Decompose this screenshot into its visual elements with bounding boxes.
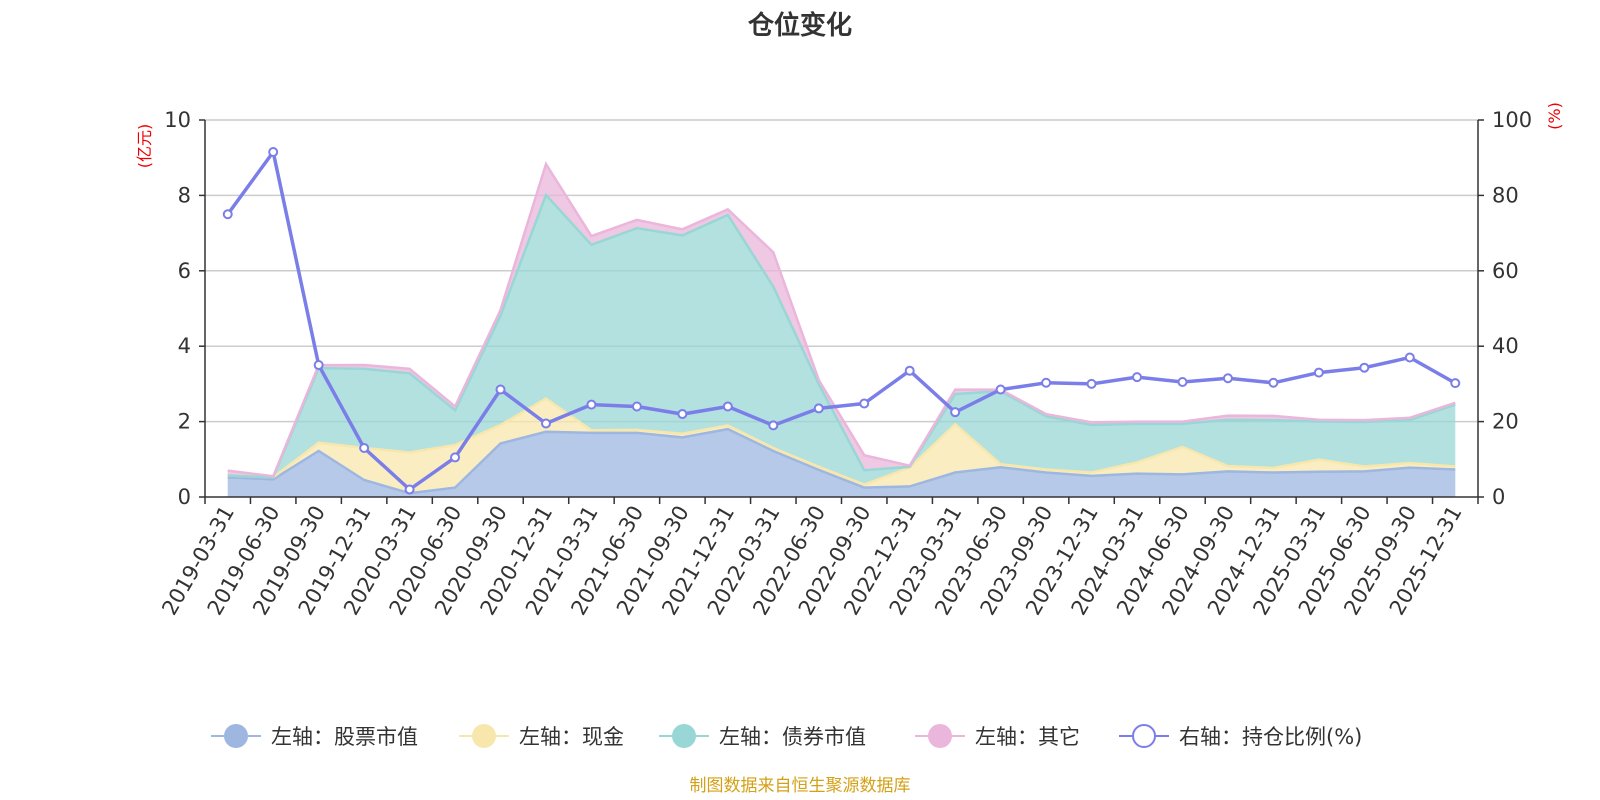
right-axis-tick-label: 100 bbox=[1492, 108, 1532, 132]
ratio-point[interactable] bbox=[813, 403, 824, 414]
ratio-point[interactable] bbox=[631, 401, 642, 412]
right-axis-tick-label: 60 bbox=[1492, 259, 1519, 283]
ratio-point[interactable] bbox=[677, 409, 688, 420]
area-edge-1 bbox=[227, 427, 1456, 495]
area-edge-2 bbox=[227, 397, 1456, 486]
left-axis-tick-label: 2 bbox=[178, 410, 191, 434]
ratio-point[interactable] bbox=[1086, 378, 1097, 389]
legend-marker bbox=[224, 724, 248, 748]
ratio-point[interactable] bbox=[904, 365, 915, 376]
ratio-line bbox=[226, 150, 1457, 492]
legend-item-2[interactable]: 左轴：现金 bbox=[459, 724, 624, 749]
right-axis-tick-label: 80 bbox=[1492, 183, 1519, 207]
ratio-point[interactable] bbox=[222, 209, 233, 220]
stacked-areas bbox=[227, 161, 1456, 497]
legend-item-4[interactable]: 左轴：其它 bbox=[915, 724, 1080, 749]
legend-marker bbox=[672, 724, 696, 748]
legend-item-5[interactable]: 右轴：持仓比例(%) bbox=[1119, 724, 1362, 749]
right-axis-tick-label: 0 bbox=[1492, 485, 1505, 509]
area-2 bbox=[227, 398, 1456, 494]
legend-item-1[interactable]: 左轴：股票市值 bbox=[211, 724, 418, 749]
left-axis-unit: (亿元) bbox=[135, 124, 154, 169]
ratio-point[interactable] bbox=[1177, 377, 1188, 388]
ratio-point[interactable] bbox=[950, 407, 961, 418]
legend[interactable]: 左轴：股票市值 左轴：现金 左轴：债券市值 左轴：其它 右轴：持仓比例(%) bbox=[211, 724, 1362, 749]
left-axis-tick-label: 0 bbox=[178, 485, 191, 509]
ratio-point[interactable] bbox=[359, 442, 370, 453]
legend-marker bbox=[472, 724, 496, 748]
right-axis-unit: (%) bbox=[1545, 102, 1564, 130]
legend-label: 右轴：持仓比例(%) bbox=[1179, 725, 1362, 749]
left-axis-tick-label: 4 bbox=[178, 334, 191, 358]
area-1 bbox=[227, 429, 1456, 497]
ratio-point[interactable] bbox=[1268, 377, 1279, 388]
ratio-point[interactable] bbox=[1450, 378, 1461, 389]
area-3 bbox=[227, 195, 1456, 485]
ratio-point[interactable] bbox=[404, 484, 415, 495]
legend-label: 左轴：股票市值 bbox=[271, 725, 418, 749]
legend-label: 左轴：债券市值 bbox=[719, 725, 866, 749]
ratio-point[interactable] bbox=[495, 384, 506, 395]
left-axis-tick-label: 6 bbox=[178, 259, 191, 283]
ratio-point[interactable] bbox=[1313, 367, 1324, 378]
area-edge-3 bbox=[227, 192, 1456, 479]
legend-marker bbox=[1132, 724, 1156, 748]
ratio-point[interactable] bbox=[313, 360, 324, 371]
ratio-point[interactable] bbox=[768, 420, 779, 431]
legend-label: 左轴：现金 bbox=[519, 725, 624, 749]
chart-title: 仓位变化 bbox=[747, 10, 852, 41]
ratio-point[interactable] bbox=[1359, 362, 1370, 373]
ratio-point[interactable] bbox=[1222, 373, 1233, 384]
left-axis-tick-label: 8 bbox=[178, 183, 191, 207]
ratio-point[interactable] bbox=[1404, 352, 1415, 363]
ratio-point[interactable] bbox=[1132, 372, 1143, 383]
right-axis-tick-label: 20 bbox=[1492, 410, 1519, 434]
legend-item-3[interactable]: 左轴：债券市值 bbox=[659, 724, 866, 749]
ratio-point[interactable] bbox=[450, 452, 461, 463]
ratio-point[interactable] bbox=[1041, 377, 1052, 388]
position-ratio-series bbox=[222, 147, 1461, 495]
right-axis-tick-label: 40 bbox=[1492, 334, 1519, 358]
ratio-point[interactable] bbox=[722, 401, 733, 412]
ratio-point[interactable] bbox=[268, 147, 279, 158]
ratio-point[interactable] bbox=[586, 399, 597, 410]
left-axis-tick-label: 10 bbox=[164, 108, 191, 132]
data-source-footer: 制图数据来自恒生聚源数据库 bbox=[690, 776, 911, 796]
ratio-point[interactable] bbox=[540, 418, 551, 429]
ratio-point[interactable] bbox=[859, 398, 870, 409]
legend-marker bbox=[928, 724, 952, 748]
area-edge-4 bbox=[227, 161, 1456, 478]
ratio-point[interactable] bbox=[995, 384, 1006, 395]
legend-label: 左轴：其它 bbox=[975, 725, 1080, 749]
